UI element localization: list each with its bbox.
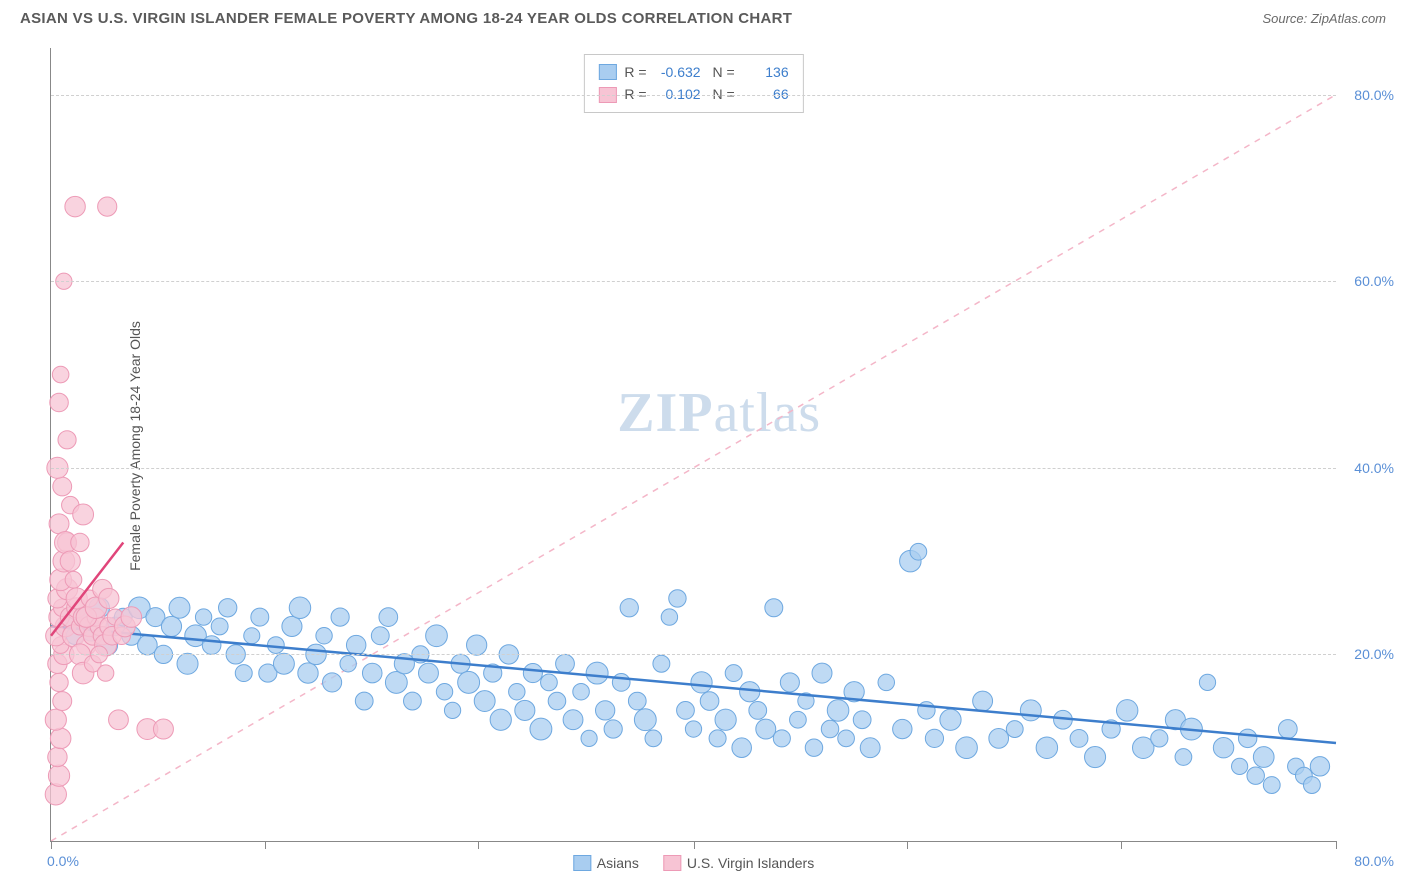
x-tick	[694, 841, 695, 849]
legend-label-asians: Asians	[597, 855, 639, 871]
r-value-asians: -0.632	[655, 61, 701, 83]
x-tick	[51, 841, 52, 849]
y-tick-label: 80.0%	[1354, 87, 1394, 103]
grid-line	[51, 654, 1336, 655]
stats-row-asians: R = -0.632 N = 136	[598, 61, 788, 83]
legend-item-asians: Asians	[573, 855, 639, 871]
grid-line	[51, 281, 1336, 282]
legend-swatch-usvi	[663, 855, 681, 871]
x-tick	[1121, 841, 1122, 849]
x-axis-max-label: 80.0%	[1354, 853, 1394, 869]
chart-plot-area: ZIPatlas R = -0.632 N = 136 R = 0.102 N …	[50, 48, 1336, 842]
chart-title: ASIAN VS U.S. VIRGIN ISLANDER FEMALE POV…	[20, 10, 792, 27]
grid-line	[51, 95, 1336, 96]
source-attribution: Source: ZipAtlas.com	[1262, 11, 1386, 26]
legend-item-usvi: U.S. Virgin Islanders	[663, 855, 814, 871]
bottom-legend: Asians U.S. Virgin Islanders	[573, 855, 814, 871]
n-value-asians: 136	[743, 61, 789, 83]
scatter-plot-svg	[51, 48, 1336, 841]
x-tick	[907, 841, 908, 849]
legend-label-usvi: U.S. Virgin Islanders	[687, 855, 814, 871]
y-tick-label: 60.0%	[1354, 273, 1394, 289]
statistics-legend-box: R = -0.632 N = 136 R = 0.102 N = 66	[583, 54, 803, 113]
x-axis-min-label: 0.0%	[47, 853, 79, 869]
y-tick-label: 40.0%	[1354, 460, 1394, 476]
x-tick	[265, 841, 266, 849]
x-tick	[478, 841, 479, 849]
swatch-asians	[598, 64, 616, 80]
y-tick-label: 20.0%	[1354, 646, 1394, 662]
x-tick	[1336, 841, 1337, 849]
legend-swatch-asians	[573, 855, 591, 871]
grid-line	[51, 468, 1336, 469]
